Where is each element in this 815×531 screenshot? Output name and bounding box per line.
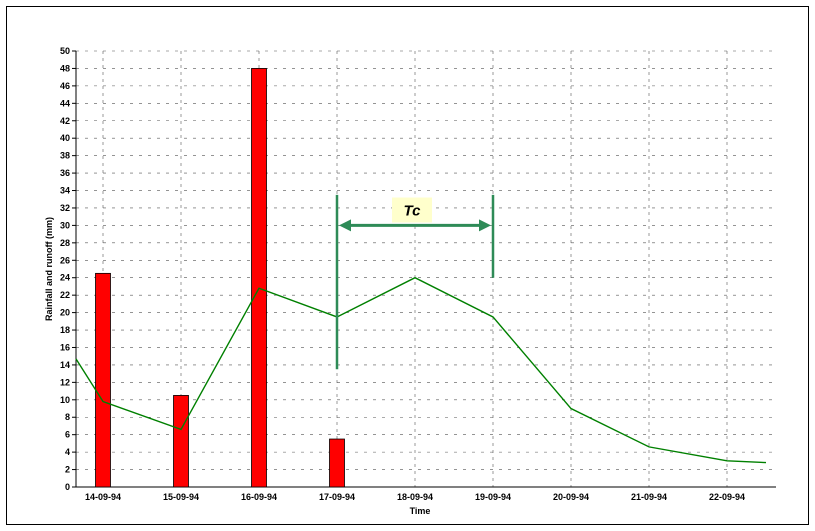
x-tick-label: 14-09-94	[85, 492, 121, 502]
y-tick-label: 46	[60, 81, 70, 91]
y-tick-label: 42	[60, 116, 70, 126]
tc-arrow-head-right	[479, 219, 491, 232]
y-tick-label: 32	[60, 203, 70, 213]
y-tick-label: 28	[60, 238, 70, 248]
y-tick-label: 36	[60, 168, 70, 178]
runoff-line	[75, 276, 767, 464]
y-tick-label: 34	[60, 186, 70, 196]
y-tick-label: 44	[60, 98, 70, 108]
y-tick-label: 12	[60, 377, 70, 387]
x-tick-label: 20-09-94	[553, 492, 589, 502]
tc-arrow-head-left	[339, 219, 351, 232]
y-axis-title: Rainfall and runoff (mm)	[44, 217, 54, 321]
y-tick-label: 10	[60, 395, 70, 405]
y-tick-label: 8	[65, 412, 70, 422]
chart-frame: 0 2 4 6 8 10 12 14 16 18 20 22 24 26 28 30 32 34 36 38 40 42 4…	[6, 6, 809, 525]
rainfall-bar	[251, 68, 267, 488]
y-tick-label: 6	[65, 430, 70, 440]
y-tick-label: 4	[65, 447, 70, 457]
y-tick-label: 16	[60, 342, 70, 352]
y-tick-label: 2	[65, 465, 70, 475]
x-tick-label: 18-09-94	[397, 492, 433, 502]
chart-svg: 0246810121416182022242628303234363840424…	[44, 46, 776, 516]
y-tick-label: 48	[60, 63, 70, 73]
rainfall-bar	[95, 272, 111, 488]
y-tick-label: 30	[60, 220, 70, 230]
rainfall-bar	[173, 395, 189, 488]
y-tick-label: 50	[60, 46, 70, 56]
tc-label-box	[392, 197, 432, 223]
rainfall-bar	[329, 438, 345, 488]
x-tick-label: 17-09-94	[319, 492, 355, 502]
x-tick-label: 22-09-94	[709, 492, 745, 502]
y-tick-label: 26	[60, 255, 70, 265]
x-tick-label: 16-09-94	[241, 492, 277, 502]
y-tick-label: 24	[60, 273, 70, 283]
x-axis-title: Time	[410, 506, 431, 516]
y-tick-label: 18	[60, 325, 70, 335]
y-tick-label: 40	[60, 133, 70, 143]
y-tick-label: 20	[60, 308, 70, 318]
y-tick-label: 14	[60, 360, 70, 370]
tc-label: Tc	[404, 202, 422, 219]
x-tick-label: 15-09-94	[163, 492, 199, 502]
y-tick-label: 22	[60, 290, 70, 300]
y-tick-label: 38	[60, 151, 70, 161]
x-tick-label: 21-09-94	[631, 492, 667, 502]
y-tick-label: 0	[65, 482, 70, 492]
x-tick-label: 19-09-94	[475, 492, 511, 502]
